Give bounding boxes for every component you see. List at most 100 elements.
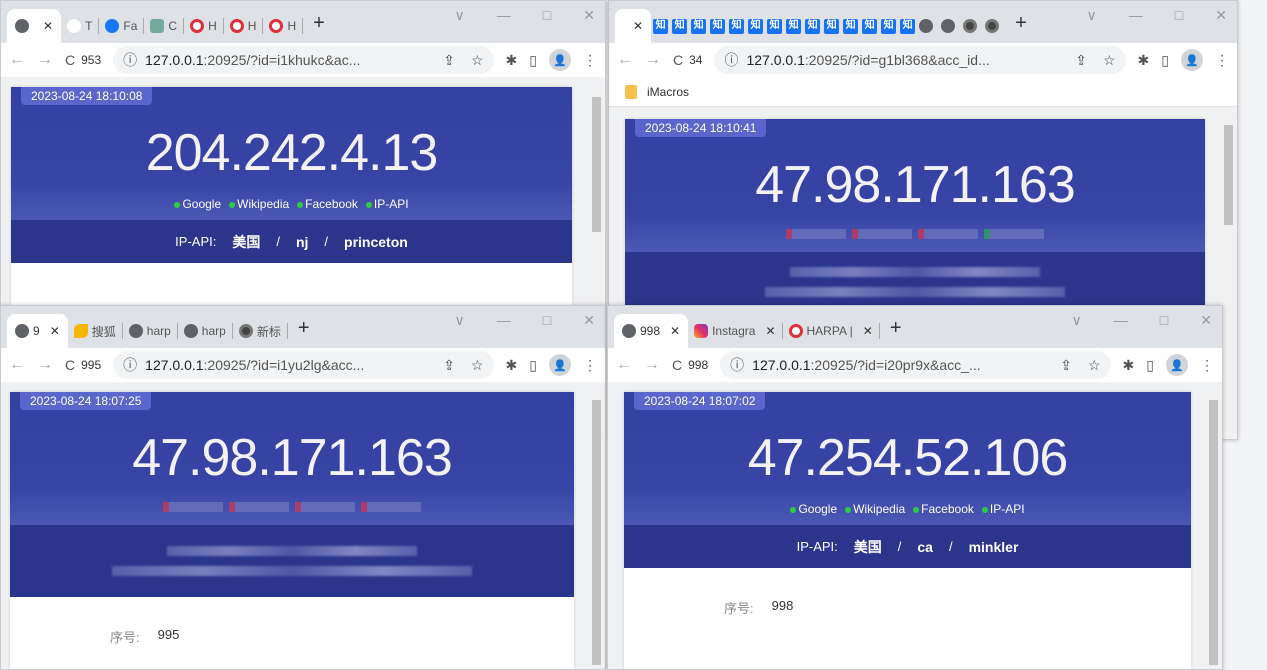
address-bar[interactable]: ⓘ 127.0.0.1:20925/?id=g1bl368&acc_id... … (714, 46, 1126, 74)
tab[interactable]: HARPA | ✕ (783, 323, 880, 339)
tab[interactable]: 知 (898, 18, 917, 34)
scrollbar-thumb[interactable] (1209, 400, 1218, 665)
address-bar[interactable]: ⓘ 127.0.0.1:20925/?id=i20pr9x&acc_... ⇪ ☆ (720, 351, 1111, 379)
tab-search-icon[interactable]: ∨ (1071, 312, 1082, 328)
reload-icon[interactable]: C (65, 357, 76, 373)
scrollbar[interactable] (1222, 117, 1235, 437)
tab[interactable]: 知 (841, 18, 860, 34)
close-window-icon[interactable]: ✕ (583, 312, 595, 328)
tab[interactable]: T (61, 18, 100, 34)
forward-arrow-icon[interactable]: → (644, 356, 660, 373)
side-panel-icon[interactable]: ▯ (1146, 356, 1154, 373)
tab[interactable] (961, 18, 983, 34)
minimize-icon[interactable]: — (1113, 312, 1128, 328)
tab[interactable]: Fa (99, 18, 145, 34)
site-info-icon[interactable]: ⓘ (724, 52, 739, 68)
close-tab-icon[interactable]: ✕ (670, 324, 681, 338)
scrollbar-thumb[interactable] (1224, 125, 1233, 225)
extensions-icon[interactable]: ✱ (505, 356, 518, 373)
forward-arrow-icon[interactable]: → (645, 51, 661, 68)
menu-icon[interactable]: ⋮ (1200, 356, 1214, 373)
forward-arrow-icon[interactable]: → (37, 356, 53, 373)
site-info-icon[interactable]: ⓘ (123, 52, 138, 68)
new-tab-icon[interactable]: + (1015, 12, 1027, 34)
tab[interactable]: 新标 (233, 323, 288, 339)
tab[interactable]: 知 (689, 18, 708, 34)
tab[interactable]: 知 (651, 18, 670, 34)
forward-arrow-icon[interactable]: → (37, 51, 53, 68)
tab[interactable]: 知 (708, 18, 727, 34)
maximize-icon[interactable]: □ (542, 7, 552, 23)
tab[interactable]: harp (178, 323, 233, 339)
extensions-icon[interactable]: ✱ (1137, 51, 1150, 68)
bookmark-star-icon[interactable]: ☆ (470, 51, 484, 68)
maximize-icon[interactable]: □ (542, 312, 552, 328)
tab[interactable]: ✕ (615, 9, 652, 43)
share-icon[interactable]: ⇪ (1060, 356, 1072, 373)
side-panel-icon[interactable]: ▯ (529, 356, 537, 373)
tab[interactable]: 知 (765, 18, 784, 34)
maximize-icon[interactable]: □ (1174, 7, 1184, 23)
bookmark-star-icon[interactable]: ☆ (470, 356, 484, 373)
profile-avatar[interactable]: 👤 (549, 354, 571, 376)
tab[interactable]: 知 (670, 18, 689, 34)
tab[interactable]: 知 (803, 18, 822, 34)
tab[interactable]: 知 (727, 18, 746, 34)
tab-search-icon[interactable]: ∨ (454, 312, 465, 328)
tab[interactable]: 知 (746, 18, 765, 34)
minimize-icon[interactable]: — (496, 7, 511, 23)
tab-search-icon[interactable]: ∨ (1086, 7, 1097, 23)
minimize-icon[interactable]: — (496, 312, 511, 328)
close-window-icon[interactable]: ✕ (1215, 7, 1227, 23)
address-bar[interactable]: ⓘ 127.0.0.1:20925/?id=i1khukc&ac... ⇪ ☆ (113, 46, 494, 74)
menu-icon[interactable]: ⋮ (583, 356, 597, 373)
menu-icon[interactable]: ⋮ (583, 51, 597, 68)
profile-avatar[interactable]: 👤 (549, 49, 571, 71)
minimize-icon[interactable]: — (1128, 7, 1143, 23)
tab[interactable]: H (224, 18, 264, 34)
new-tab-icon[interactable]: + (313, 12, 325, 34)
tab[interactable]: 998 ✕ (614, 314, 689, 348)
tab[interactable]: 知 (822, 18, 841, 34)
bookmark-star-icon[interactable]: ☆ (1102, 51, 1116, 68)
close-tab-icon[interactable]: ✕ (862, 324, 873, 338)
tab[interactable] (983, 18, 1005, 34)
share-icon[interactable]: ⇪ (1075, 51, 1087, 68)
tab[interactable]: 知 (784, 18, 803, 34)
back-arrow-icon[interactable]: ← (9, 51, 25, 68)
bookmark-star-icon[interactable]: ☆ (1087, 356, 1101, 373)
share-icon[interactable]: ⇪ (443, 51, 455, 68)
close-tab-icon[interactable]: ✕ (43, 19, 54, 33)
profile-avatar[interactable]: 👤 (1181, 49, 1203, 71)
tab[interactable]: harp (123, 323, 178, 339)
side-panel-icon[interactable]: ▯ (529, 51, 537, 68)
address-bar[interactable]: ⓘ 127.0.0.1:20925/?id=i1yu2lg&acc... ⇪ ☆ (113, 351, 494, 379)
tab[interactable]: 知 (860, 18, 879, 34)
side-panel-icon[interactable]: ▯ (1161, 51, 1169, 68)
site-info-icon[interactable]: ⓘ (730, 357, 745, 373)
new-tab-icon[interactable]: + (297, 317, 310, 339)
reload-icon[interactable]: C (672, 357, 683, 373)
scrollbar[interactable] (1207, 390, 1220, 668)
close-tab-icon[interactable]: ✕ (765, 324, 776, 338)
tab[interactable] (917, 18, 939, 34)
maximize-icon[interactable]: □ (1159, 312, 1169, 328)
tab[interactable]: H (184, 18, 224, 34)
site-info-icon[interactable]: ⓘ (123, 357, 138, 373)
close-window-icon[interactable]: ✕ (1200, 312, 1212, 328)
close-tab-icon[interactable]: ✕ (49, 324, 60, 338)
tab[interactable] (939, 18, 961, 34)
close-tab-icon[interactable]: ✕ (633, 19, 644, 33)
back-arrow-icon[interactable]: ← (617, 51, 633, 68)
tab[interactable]: Instagra ✕ (688, 323, 783, 339)
tab[interactable]: 9 ✕ (7, 314, 68, 348)
scrollbar[interactable] (590, 87, 603, 302)
menu-icon[interactable]: ⋮ (1215, 51, 1229, 68)
tab[interactable]: H (263, 18, 304, 34)
bookmark-item[interactable]: iMacros (647, 84, 690, 99)
profile-avatar[interactable]: 👤 (1166, 354, 1188, 376)
back-arrow-icon[interactable]: ← (9, 356, 25, 373)
back-arrow-icon[interactable]: ← (616, 356, 632, 373)
scrollbar-thumb[interactable] (592, 400, 601, 665)
new-tab-icon[interactable]: + (889, 317, 902, 339)
